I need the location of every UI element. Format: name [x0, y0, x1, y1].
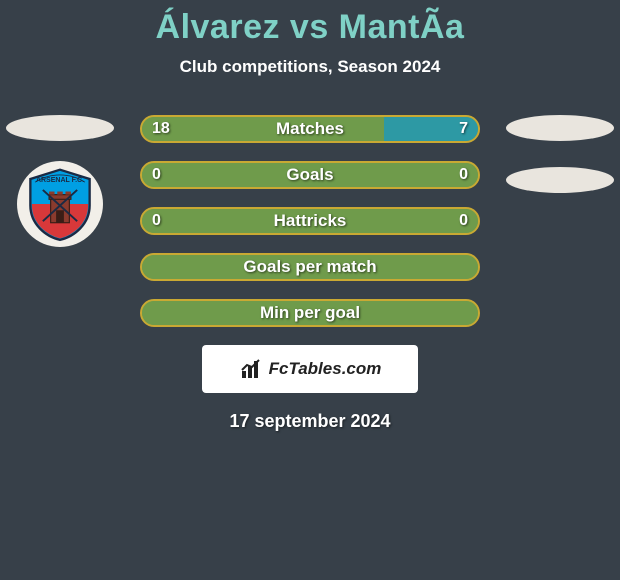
bar-label: Goals per match — [142, 257, 478, 277]
brand-box: FcTables.com — [202, 345, 418, 393]
page-title: Álvarez vs MantÃ­a — [0, 0, 620, 47]
stat-bars: 187Matches 00Goals 00Hattricks Goals per ma… — [140, 115, 480, 327]
right-flag-placeholder — [506, 115, 614, 141]
brand-text: FcTables.com — [269, 359, 382, 379]
arsenal-crest-icon: ARSENAL F.C. — [21, 165, 99, 243]
left-club-crest: ARSENAL F.C. — [17, 161, 103, 247]
right-player-column — [500, 115, 620, 193]
date-text: 17 september 2024 — [0, 411, 620, 432]
left-flag-placeholder — [6, 115, 114, 141]
comparison-area: ARSENAL F.C. 187Matches 00Goals 00Hattrick… — [0, 115, 620, 432]
stat-bar-goals-per-match: Goals per match — [140, 253, 480, 281]
bar-label: Hattricks — [142, 211, 478, 231]
right-club-placeholder — [506, 167, 614, 193]
stat-bar-matches: 187Matches — [140, 115, 480, 143]
bar-label: Matches — [142, 119, 478, 139]
stat-bar-min-per-goal: Min per goal — [140, 299, 480, 327]
bar-label: Min per goal — [142, 303, 478, 323]
bar-chart-icon — [239, 357, 263, 381]
svg-text:ARSENAL F.C.: ARSENAL F.C. — [36, 177, 84, 184]
stat-bar-goals: 00Goals — [140, 161, 480, 189]
subtitle: Club competitions, Season 2024 — [0, 57, 620, 77]
stat-bar-hattricks: 00Hattricks — [140, 207, 480, 235]
left-player-column: ARSENAL F.C. — [0, 115, 120, 247]
bar-label: Goals — [142, 165, 478, 185]
